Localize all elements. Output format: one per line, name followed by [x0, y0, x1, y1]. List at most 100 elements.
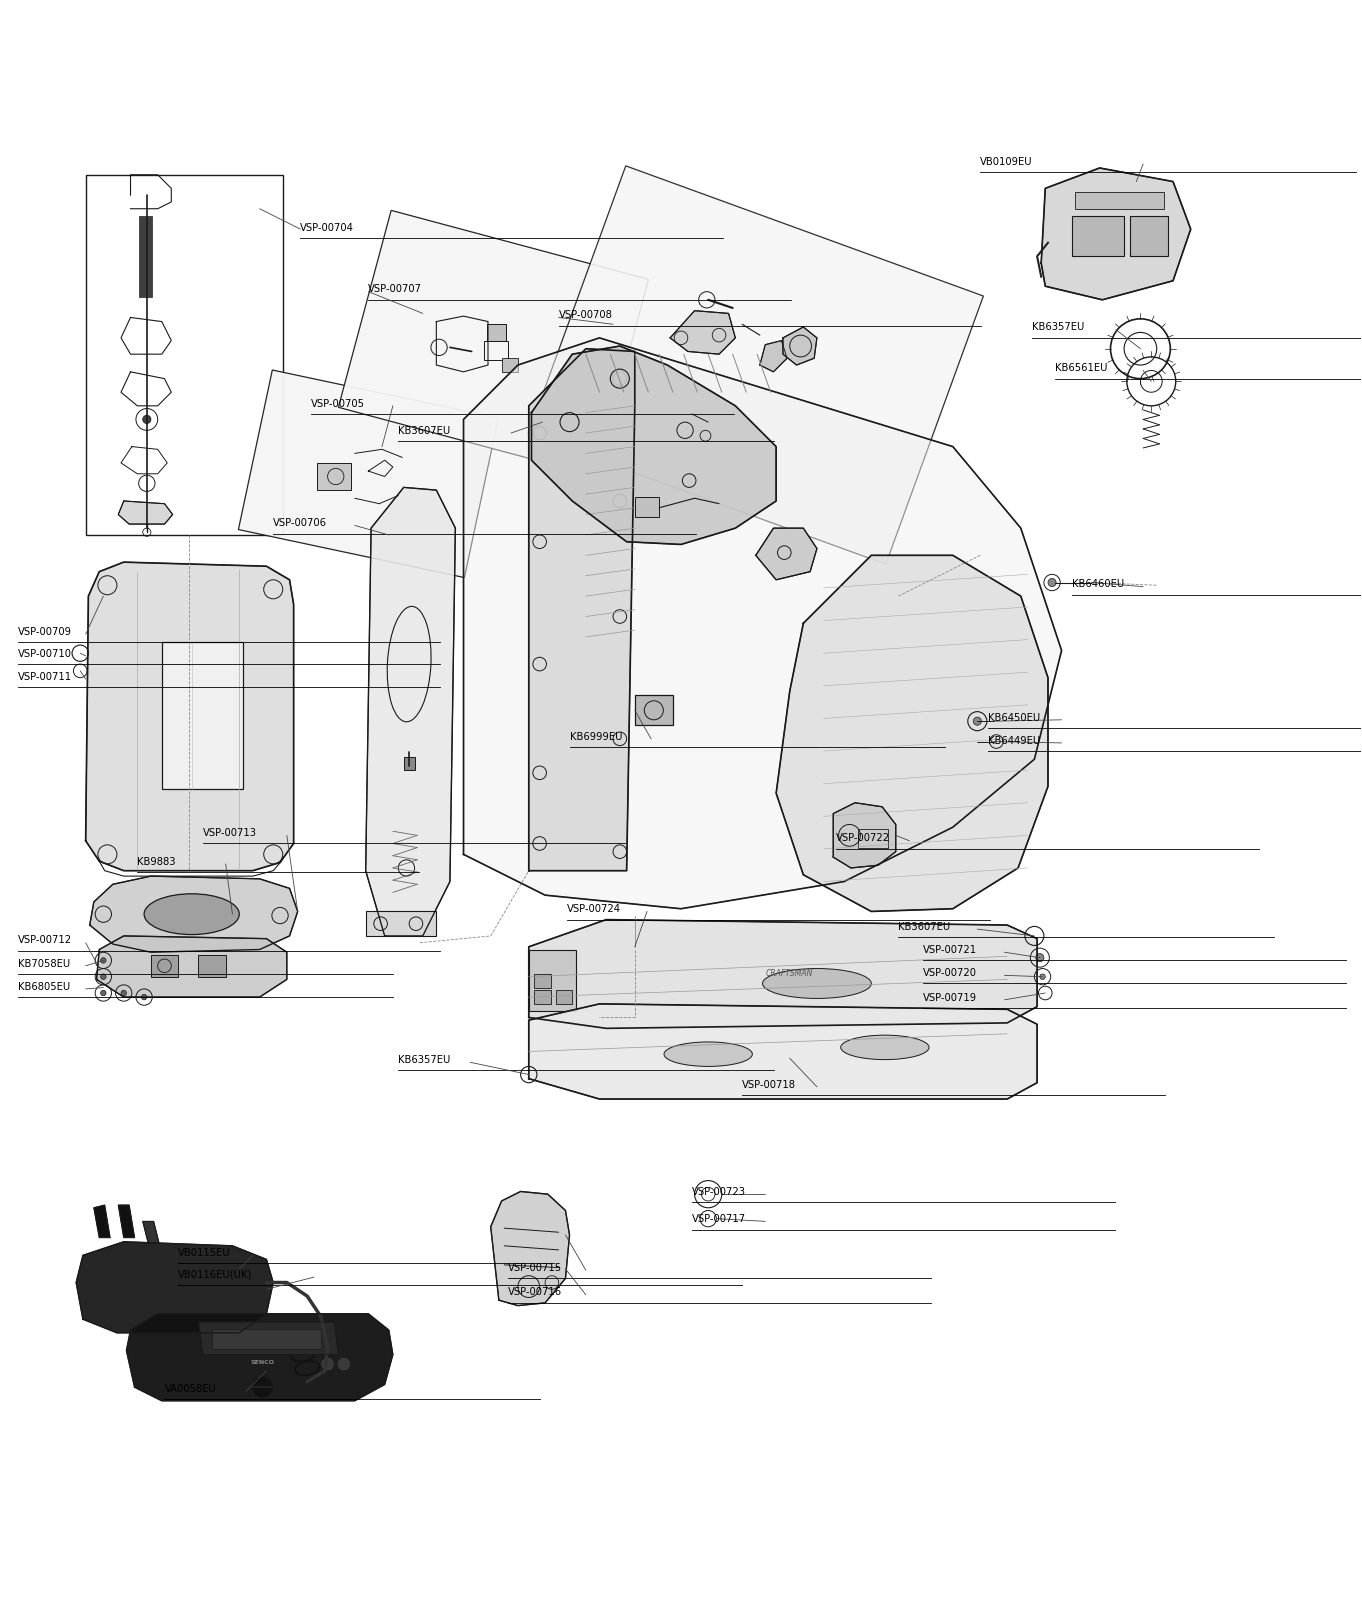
- Polygon shape: [670, 310, 735, 354]
- Circle shape: [974, 717, 982, 725]
- Circle shape: [1047, 579, 1056, 587]
- Polygon shape: [783, 326, 817, 365]
- Bar: [151, 955, 178, 976]
- Polygon shape: [760, 341, 787, 371]
- Text: VSP-00712: VSP-00712: [18, 936, 72, 946]
- Polygon shape: [118, 1205, 135, 1238]
- Polygon shape: [199, 1322, 339, 1355]
- Text: VSP-00708: VSP-00708: [558, 310, 613, 320]
- Polygon shape: [86, 562, 294, 870]
- Bar: [486, 325, 505, 341]
- Text: VSP-00722: VSP-00722: [836, 834, 891, 843]
- Text: KB6561EU: KB6561EU: [1054, 363, 1107, 373]
- Ellipse shape: [144, 894, 240, 934]
- Circle shape: [101, 990, 106, 995]
- Circle shape: [321, 1357, 335, 1371]
- Text: KB6357EU: KB6357EU: [398, 1054, 451, 1066]
- Bar: [858, 829, 888, 848]
- Text: VSP-00710: VSP-00710: [18, 648, 72, 659]
- Text: VSP-00711: VSP-00711: [18, 672, 72, 682]
- Polygon shape: [76, 1242, 274, 1333]
- Text: VSP-00718: VSP-00718: [742, 1080, 797, 1090]
- Text: VSP-00704: VSP-00704: [301, 222, 354, 232]
- Text: KB7058EU: KB7058EU: [18, 958, 69, 968]
- Circle shape: [143, 416, 151, 424]
- Bar: [501, 358, 518, 371]
- Text: VSP-00719: VSP-00719: [923, 992, 977, 1003]
- Text: VSP-00706: VSP-00706: [274, 518, 327, 528]
- Bar: [162, 642, 244, 789]
- Polygon shape: [490, 1192, 569, 1306]
- Bar: [365, 912, 436, 936]
- Text: VSP-00715: VSP-00715: [508, 1262, 563, 1274]
- Bar: [199, 955, 226, 976]
- Text: KB6999EU: KB6999EU: [569, 731, 622, 741]
- Text: KB6449EU: KB6449EU: [989, 736, 1041, 746]
- Text: KB6357EU: KB6357EU: [1031, 323, 1084, 333]
- Circle shape: [101, 974, 106, 979]
- Circle shape: [1039, 974, 1045, 979]
- Bar: [534, 974, 550, 987]
- Bar: [528, 949, 576, 1011]
- Text: VSP-00717: VSP-00717: [692, 1214, 746, 1224]
- Polygon shape: [834, 803, 896, 867]
- Polygon shape: [528, 166, 983, 565]
- Ellipse shape: [665, 1042, 752, 1067]
- Bar: [635, 696, 673, 725]
- Text: VSP-00713: VSP-00713: [203, 829, 256, 838]
- Bar: [1075, 192, 1163, 208]
- Polygon shape: [338, 210, 648, 477]
- Polygon shape: [90, 877, 298, 952]
- Polygon shape: [776, 555, 1047, 912]
- Text: CRAFTSMAN: CRAFTSMAN: [765, 970, 813, 979]
- Text: KB6450EU: KB6450EU: [989, 712, 1041, 723]
- Ellipse shape: [840, 1035, 929, 1059]
- Bar: [139, 216, 153, 298]
- Text: VSP-00707: VSP-00707: [368, 285, 422, 294]
- Polygon shape: [97, 936, 287, 997]
- Polygon shape: [365, 488, 455, 936]
- Polygon shape: [463, 338, 1061, 909]
- Text: KB3607EU: KB3607EU: [398, 426, 451, 435]
- Bar: [534, 990, 550, 1003]
- Text: KB6805EU: KB6805EU: [18, 982, 69, 992]
- Text: KB3607EU: KB3607EU: [899, 922, 951, 931]
- Polygon shape: [127, 1314, 392, 1400]
- Circle shape: [101, 958, 106, 963]
- Polygon shape: [528, 920, 1036, 1029]
- Text: VSP-00705: VSP-00705: [312, 398, 365, 408]
- Bar: [556, 990, 572, 1003]
- Bar: [212, 1328, 321, 1349]
- Bar: [635, 498, 659, 517]
- Circle shape: [338, 1357, 350, 1371]
- Bar: [317, 462, 350, 490]
- Text: KB6460EU: KB6460EU: [1072, 579, 1125, 589]
- Polygon shape: [528, 349, 635, 870]
- Circle shape: [142, 994, 147, 1000]
- Polygon shape: [531, 346, 776, 544]
- Polygon shape: [528, 1003, 1036, 1099]
- Polygon shape: [1041, 168, 1190, 299]
- Bar: [403, 757, 414, 770]
- Text: VB0116EU(UK): VB0116EU(UK): [178, 1270, 252, 1280]
- Text: VB0109EU: VB0109EU: [981, 157, 1032, 166]
- Bar: [484, 341, 508, 360]
- Circle shape: [121, 990, 127, 995]
- Circle shape: [1035, 954, 1043, 962]
- Text: VSP-00724: VSP-00724: [567, 904, 621, 914]
- Text: VSP-00723: VSP-00723: [692, 1187, 746, 1197]
- Text: VSP-00721: VSP-00721: [923, 946, 977, 955]
- Polygon shape: [118, 501, 173, 525]
- Bar: [86, 174, 283, 534]
- Text: VB0115EU: VB0115EU: [178, 1248, 230, 1258]
- Text: KB9883: KB9883: [138, 856, 176, 867]
- Circle shape: [253, 1378, 272, 1397]
- Bar: [1129, 216, 1167, 256]
- Text: SENCO: SENCO: [251, 1360, 274, 1365]
- Polygon shape: [143, 1221, 159, 1243]
- Polygon shape: [756, 528, 817, 579]
- Bar: [1072, 216, 1124, 256]
- Polygon shape: [238, 370, 498, 578]
- Text: VSP-00716: VSP-00716: [508, 1288, 563, 1298]
- Text: VA0058EU: VA0058EU: [165, 1384, 217, 1394]
